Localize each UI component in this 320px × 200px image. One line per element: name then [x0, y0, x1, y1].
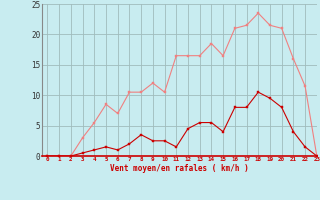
- X-axis label: Vent moyen/en rafales ( km/h ): Vent moyen/en rafales ( km/h ): [110, 164, 249, 173]
